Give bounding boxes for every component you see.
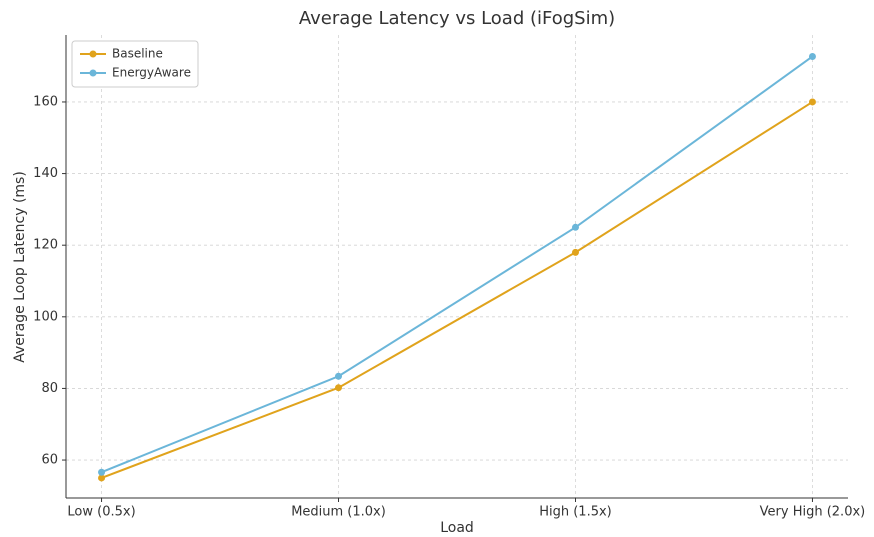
data-point [98,474,106,482]
data-point [571,248,579,256]
y-tick-label: 60 [41,453,58,468]
legend-label: Baseline [112,47,163,61]
y-tick-label: 140 [33,166,58,181]
y-tick-label: 160 [33,94,58,109]
legend-box [71,40,199,88]
x-tick-label: Very High (2.0x) [760,505,866,520]
y-tick-label: 120 [33,238,58,253]
legend-marker [89,50,97,58]
y-tick-label: 100 [33,309,58,324]
data-point [808,52,816,60]
x-axis-label: Load [440,520,474,536]
data-point [335,372,343,380]
x-tick-label: Low (0.5x) [67,505,135,520]
legend-label: EnergyAware [112,66,191,80]
y-tick-label: 80 [41,381,58,396]
chart-title: Average Latency vs Load (iFogSim) [299,8,615,29]
x-tick-label: High (1.5x) [539,505,612,520]
data-point [335,384,343,392]
series-line [101,55,814,474]
y-axis-label: Average Loop Latency (ms) [12,171,28,363]
legend-marker [89,69,97,77]
data-point [98,468,106,476]
series-line [101,101,813,479]
data-point [808,98,816,106]
x-tick-label: Medium (1.0x) [291,505,386,520]
data-point [571,223,579,231]
